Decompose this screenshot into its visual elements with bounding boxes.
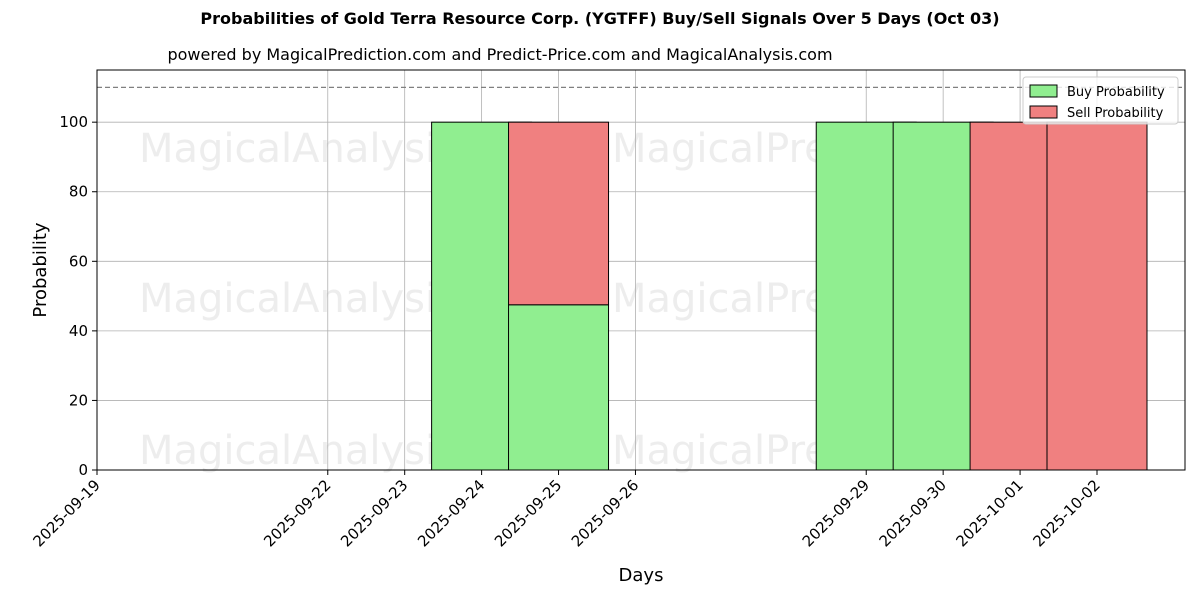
- x-tick-label: 2025-09-22: [260, 476, 334, 550]
- x-tick-label: 2025-09-19: [29, 476, 103, 550]
- bar-buy-probability: [508, 304, 610, 471]
- y-tick-label: 40: [69, 322, 88, 340]
- x-tick-label: 2025-10-01: [953, 476, 1027, 550]
- x-tick-label: 2025-09-29: [799, 476, 873, 550]
- y-axis-ticks: 0 20 40 60 80 100: [59, 113, 97, 479]
- x-tick-label: 2025-09-24: [414, 476, 488, 550]
- x-axis-ticks: 2025-09-19 2025-09-22 2025-09-23 2025-09-24…: [29, 470, 1104, 550]
- plot-frame: [96, 69, 1186, 471]
- legend: Buy Probability Sell Probability: [1022, 76, 1179, 125]
- legend-label-sell-probability: Sell Probability: [1067, 106, 1164, 121]
- chart-subtitle: powered by MagicalPrediction.com and Pre…: [167, 45, 833, 64]
- legend-swatch-sell-probability: [1029, 105, 1058, 119]
- y-tick-label: 100: [59, 113, 88, 131]
- x-tick-label: 2025-09-25: [491, 476, 565, 550]
- bar-sell-probability: [1046, 121, 1148, 471]
- x-tick-label: 2025-09-23: [337, 476, 411, 550]
- legend-box: [1022, 76, 1179, 125]
- x-tick-label: 2025-09-26: [568, 476, 642, 550]
- y-tick-label: 60: [69, 252, 88, 270]
- x-tick-label: 2025-09-30: [876, 476, 950, 550]
- y-tick-label: 20: [69, 391, 88, 409]
- y-axis-label: Probability: [30, 222, 51, 317]
- bars: [431, 121, 1148, 471]
- bar-sell-probability: [508, 121, 610, 306]
- y-tick-label: 80: [69, 183, 88, 201]
- chart-title: Probabilities of Gold Terra Resource Cor…: [200, 9, 1000, 28]
- y-tick-label: 0: [78, 461, 88, 479]
- legend-label-buy-probability: Buy Probability: [1067, 85, 1165, 100]
- legend-swatch-buy-probability: [1029, 84, 1058, 98]
- x-axis-label: Days: [619, 565, 664, 586]
- x-tick-label: 2025-10-02: [1029, 476, 1103, 550]
